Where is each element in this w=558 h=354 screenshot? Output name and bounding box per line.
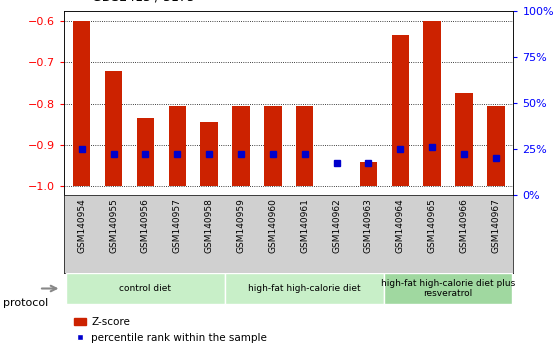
Text: GSM140956: GSM140956 <box>141 199 150 253</box>
Bar <box>105 70 122 187</box>
Text: GSM140963: GSM140963 <box>364 199 373 253</box>
Bar <box>169 106 186 187</box>
Bar <box>296 106 314 187</box>
Bar <box>232 106 250 187</box>
Text: control diet: control diet <box>119 284 171 293</box>
Text: GSM140967: GSM140967 <box>492 199 501 253</box>
Bar <box>424 21 441 187</box>
Text: GSM140954: GSM140954 <box>77 199 86 253</box>
Text: GSM140964: GSM140964 <box>396 199 405 253</box>
Bar <box>137 118 154 187</box>
Text: protocol: protocol <box>3 298 48 308</box>
Text: GSM140965: GSM140965 <box>427 199 436 253</box>
Text: high-fat high-calorie diet plus
resveratrol: high-fat high-calorie diet plus resverat… <box>381 279 515 298</box>
Bar <box>384 273 512 304</box>
Text: GSM140959: GSM140959 <box>237 199 246 253</box>
Text: GDS2413 / 3175: GDS2413 / 3175 <box>92 0 195 4</box>
Text: GSM140958: GSM140958 <box>205 199 214 253</box>
Bar <box>66 273 225 304</box>
Legend: Z-score, percentile rank within the sample: Z-score, percentile rank within the samp… <box>69 313 271 347</box>
Text: GSM140962: GSM140962 <box>332 199 341 253</box>
Bar <box>264 106 282 187</box>
Text: GSM140955: GSM140955 <box>109 199 118 253</box>
Text: GSM140960: GSM140960 <box>268 199 277 253</box>
Bar <box>225 273 384 304</box>
Bar <box>487 106 504 187</box>
Text: GSM140957: GSM140957 <box>173 199 182 253</box>
Bar <box>200 122 218 187</box>
Bar <box>73 21 90 187</box>
Text: GSM140966: GSM140966 <box>459 199 469 253</box>
Text: high-fat high-calorie diet: high-fat high-calorie diet <box>248 284 361 293</box>
Text: GSM140961: GSM140961 <box>300 199 309 253</box>
Bar <box>392 35 409 187</box>
Bar <box>360 162 377 187</box>
Bar <box>455 93 473 187</box>
